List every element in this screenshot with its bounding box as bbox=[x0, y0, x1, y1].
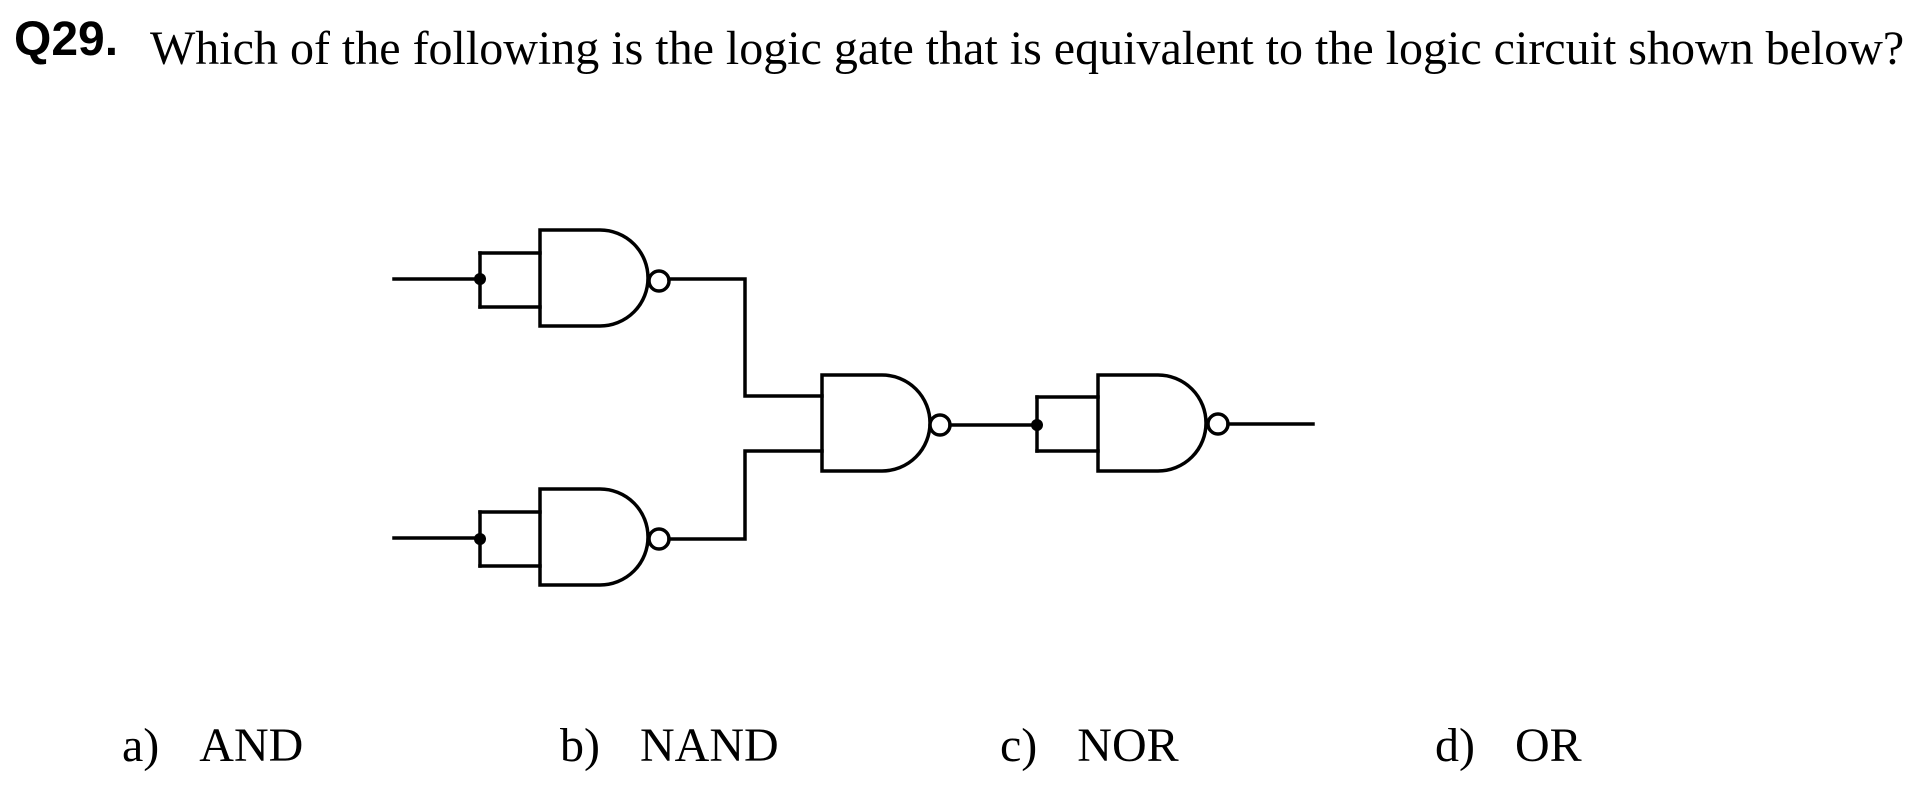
option-a[interactable]: a) AND bbox=[122, 718, 303, 774]
junction-dot-top bbox=[474, 273, 486, 285]
option-c-text: NOR bbox=[1077, 719, 1179, 772]
option-b[interactable]: b) NAND bbox=[560, 718, 779, 774]
option-b-text: NAND bbox=[639, 719, 779, 772]
output-wire-top bbox=[667, 277, 824, 398]
nand-body-bottom bbox=[538, 487, 650, 587]
option-d-letter: d) bbox=[1435, 719, 1475, 772]
nand-gate-middle bbox=[820, 373, 1039, 473]
nand-body-right bbox=[1096, 373, 1208, 473]
nand-gate-bottom bbox=[392, 449, 824, 587]
option-d-text: OR bbox=[1514, 719, 1582, 772]
option-a-text: AND bbox=[199, 719, 304, 772]
option-c[interactable]: c) NOR bbox=[1000, 718, 1179, 774]
option-d[interactable]: d) OR bbox=[1435, 718, 1582, 774]
inversion-bubble-bottom bbox=[647, 527, 671, 551]
inversion-bubble-right bbox=[1206, 412, 1230, 436]
nand-gate-top bbox=[392, 228, 824, 398]
nand-gate-right bbox=[1031, 373, 1315, 473]
question-number: Q29. bbox=[14, 13, 119, 66]
inversion-bubble-middle bbox=[928, 413, 952, 437]
junction-dot-right bbox=[1031, 419, 1043, 431]
option-a-letter: a) bbox=[122, 719, 160, 772]
junction-dot-bottom bbox=[474, 533, 486, 545]
inversion-bubble-top bbox=[647, 269, 671, 293]
nand-body-middle bbox=[820, 373, 932, 473]
option-b-letter: b) bbox=[560, 719, 600, 772]
option-c-letter: c) bbox=[1000, 719, 1038, 772]
question-text: Which of the following is the logic gate… bbox=[150, 22, 1905, 75]
nand-body-top bbox=[538, 228, 650, 328]
output-wire-bottom bbox=[667, 449, 824, 541]
